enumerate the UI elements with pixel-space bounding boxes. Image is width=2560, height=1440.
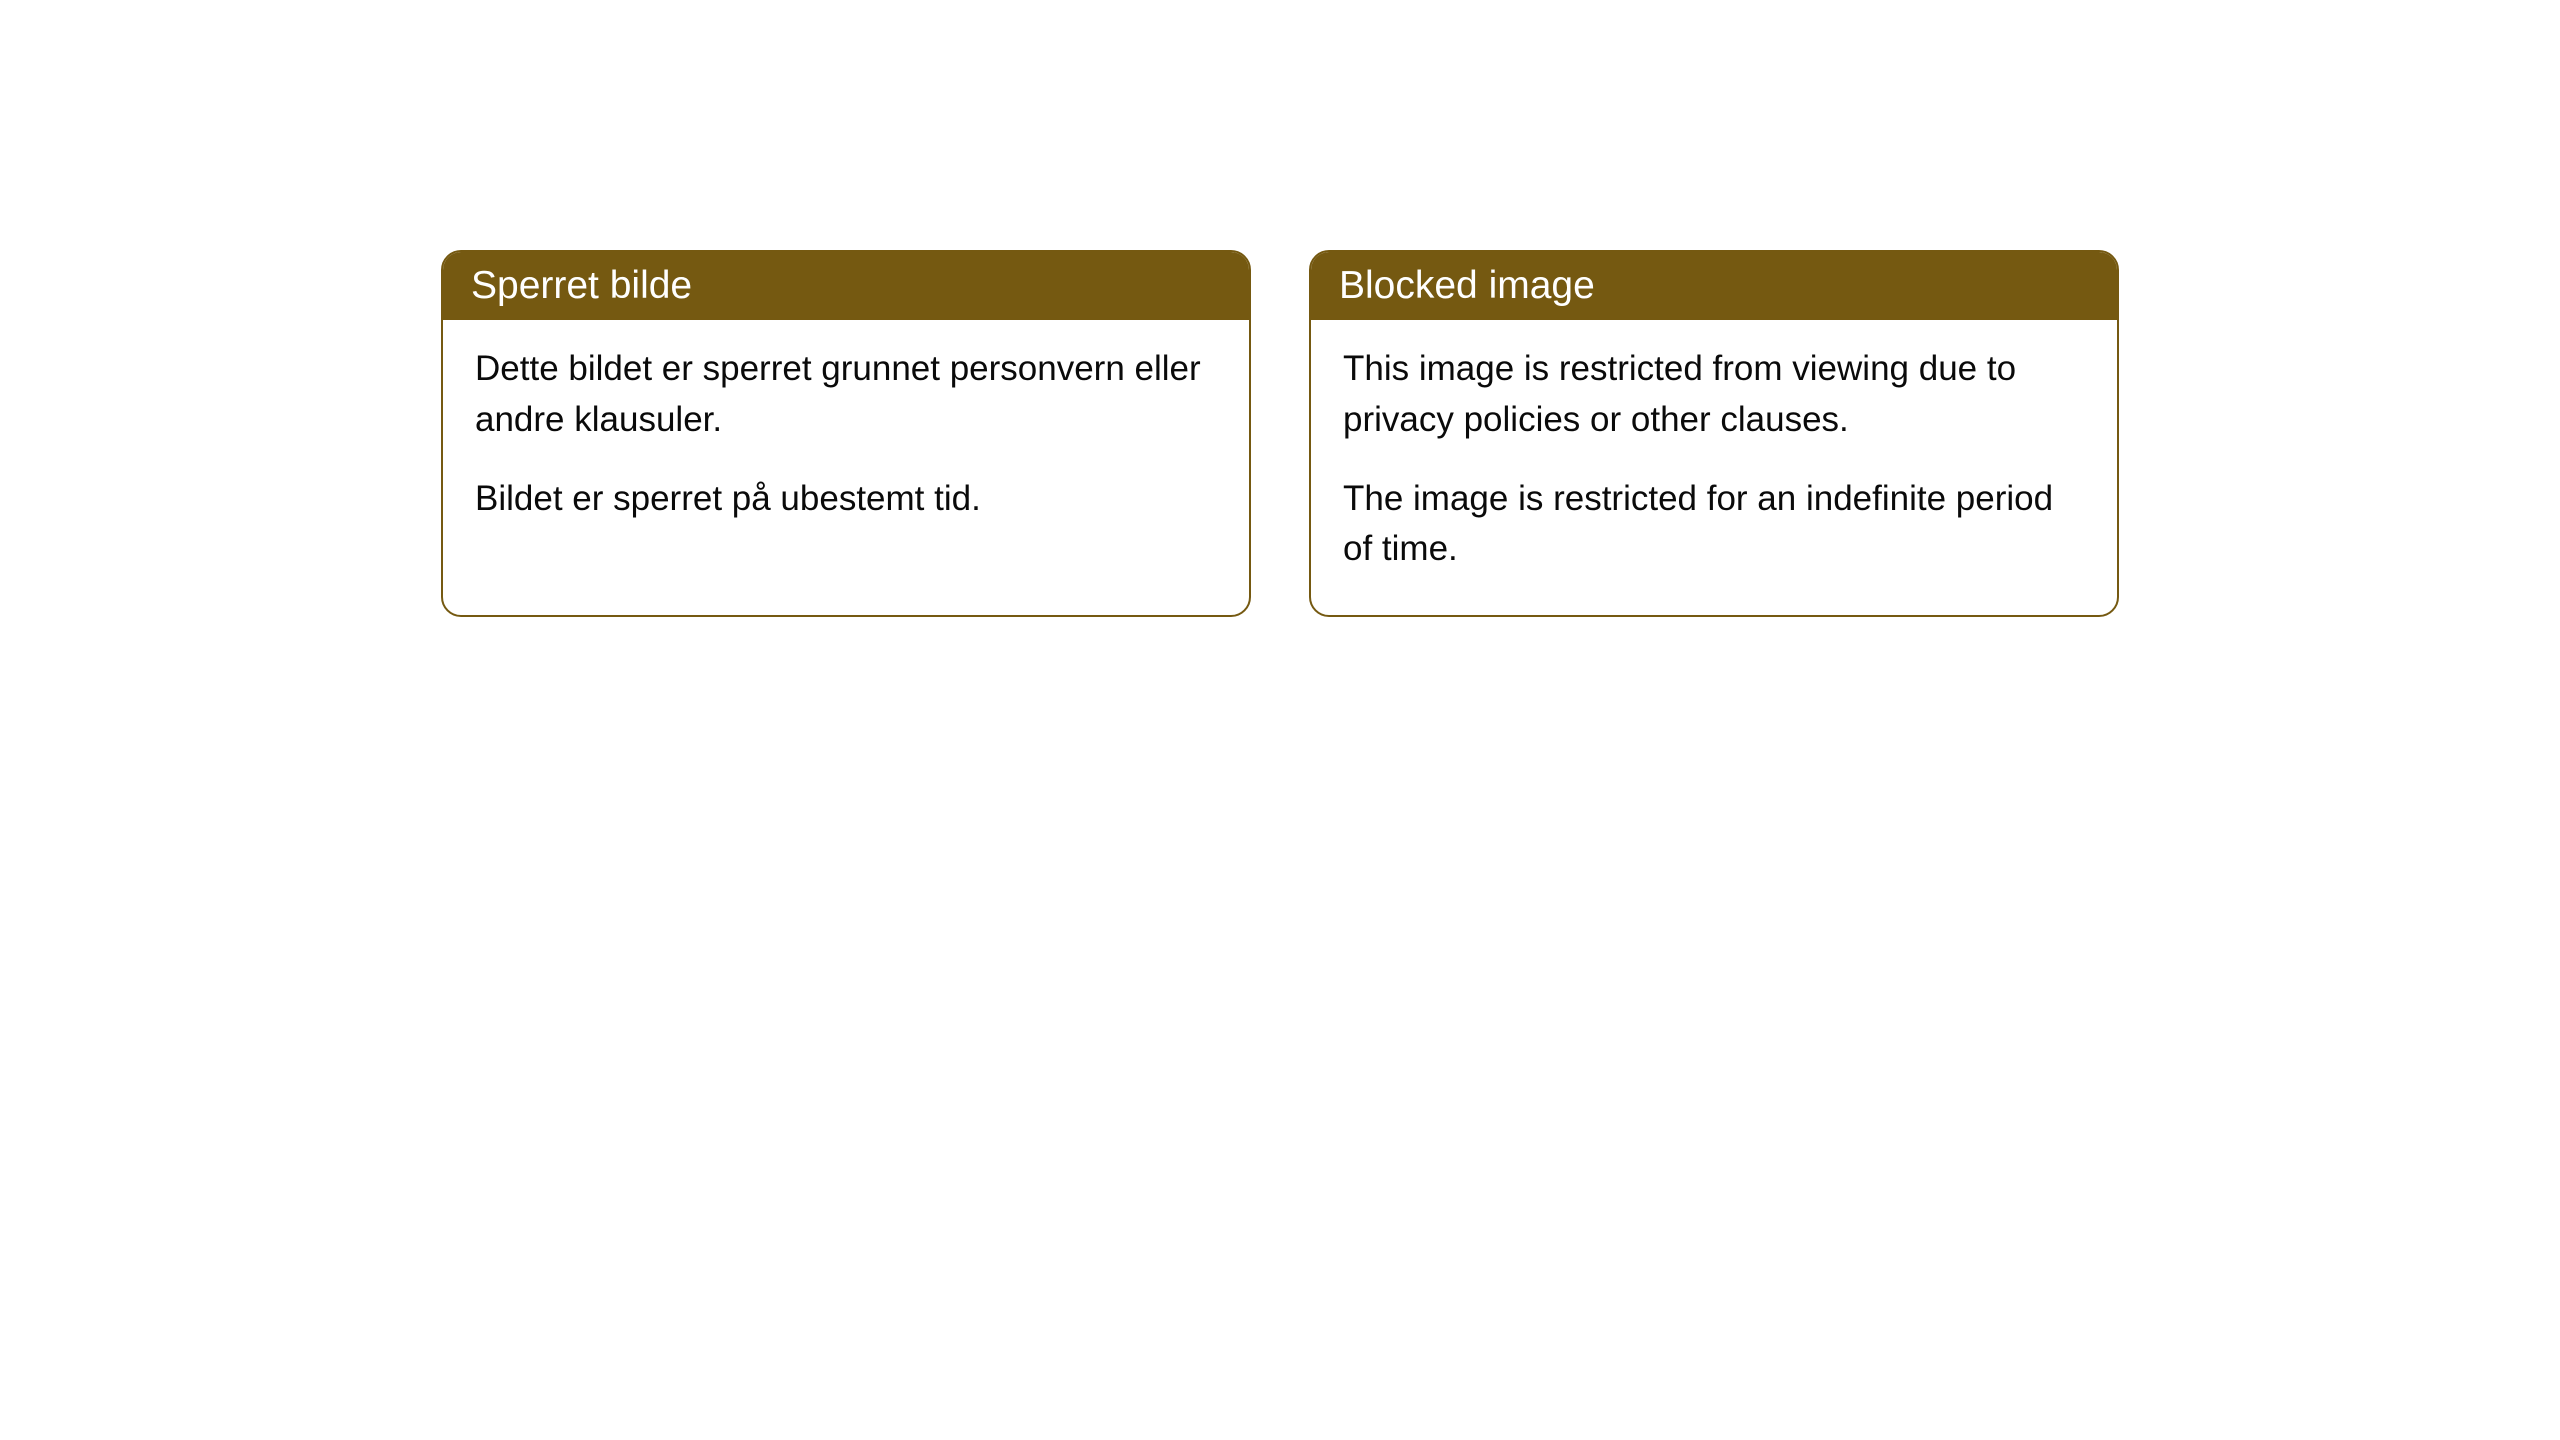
card-body-norwegian: Dette bildet er sperret grunnet personve… [443, 320, 1249, 564]
blocked-image-card-english: Blocked image This image is restricted f… [1309, 250, 2119, 617]
card-paragraph: Bildet er sperret på ubestemt tid. [475, 474, 1217, 525]
card-title: Blocked image [1339, 264, 1595, 307]
card-paragraph: This image is restricted from viewing du… [1343, 344, 2085, 446]
blocked-image-card-norwegian: Sperret bilde Dette bildet er sperret gr… [441, 250, 1251, 617]
card-header-norwegian: Sperret bilde [443, 252, 1249, 320]
cards-container: Sperret bilde Dette bildet er sperret gr… [0, 250, 2560, 617]
card-title: Sperret bilde [471, 264, 692, 307]
card-body-english: This image is restricted from viewing du… [1311, 320, 2117, 615]
card-header-english: Blocked image [1311, 252, 2117, 320]
card-paragraph: Dette bildet er sperret grunnet personve… [475, 344, 1217, 446]
card-paragraph: The image is restricted for an indefinit… [1343, 474, 2085, 576]
